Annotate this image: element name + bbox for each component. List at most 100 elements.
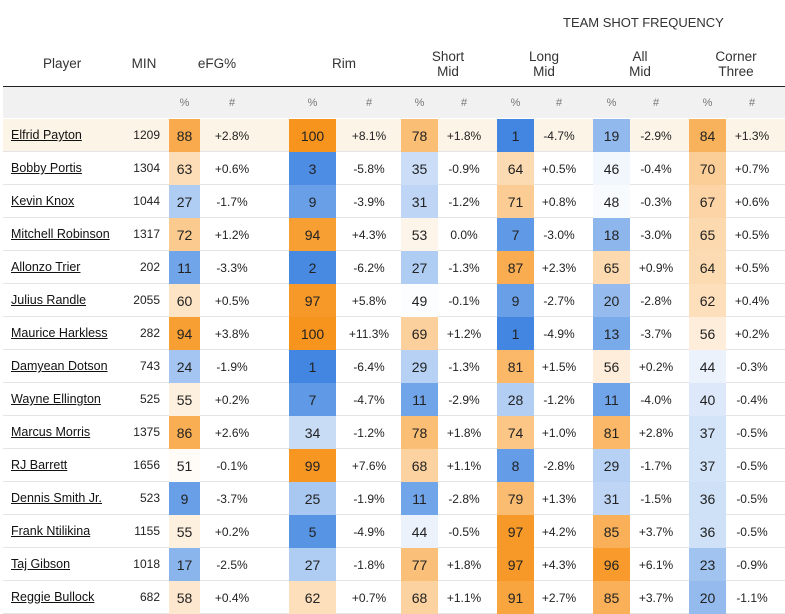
delta-value-sm: +1.2%: [446, 327, 482, 341]
player-name-link[interactable]: Allonzo Trier: [11, 260, 81, 274]
player-name-link[interactable]: Kevin Knox: [11, 194, 75, 208]
col-header-efg[interactable]: eFG%: [197, 56, 237, 71]
minutes-value: 525: [139, 392, 160, 406]
percentile-cell-rim: 25: [289, 482, 336, 515]
col-header-all-mid[interactable]: All Mid: [629, 49, 651, 79]
delta-value-rim: +8.1%: [351, 129, 387, 143]
delta-value-am: +6.1%: [638, 558, 674, 572]
player-name-link[interactable]: Dennis Smith Jr.: [11, 491, 103, 505]
delta-value-rim: +5.8%: [351, 294, 387, 308]
delta-value-ct: -0.4%: [736, 393, 768, 407]
delta-value-efg: +3.8%: [214, 327, 250, 341]
player-name-link[interactable]: Damyean Dotson: [11, 359, 108, 373]
player-name-link[interactable]: Mitchell Robinson: [11, 227, 110, 241]
percentile-cell-am: 81: [593, 416, 630, 449]
delta-value-rim: +4.3%: [351, 228, 387, 242]
delta-value-efg: +0.5%: [214, 294, 250, 308]
delta-value-efg: +0.4%: [214, 591, 250, 605]
delta-value-am: +0.9%: [638, 261, 674, 275]
delta-value-ct: +0.5%: [734, 261, 770, 275]
col-header-short-mid[interactable]: Short Mid: [431, 49, 465, 79]
delta-value-sm: -2.9%: [448, 393, 480, 407]
delta-value-am: -4.0%: [640, 393, 672, 407]
player-name-link[interactable]: Elfrid Payton: [11, 128, 82, 142]
delta-value-efg: +2.6%: [214, 426, 250, 440]
percentile-cell-sm: 29: [401, 350, 438, 383]
percentile-cell-efg: 94: [169, 317, 200, 350]
delta-value-am: +0.2%: [638, 360, 674, 374]
percentile-cell-sm: 53: [401, 218, 438, 251]
delta-value-lm: -2.8%: [543, 459, 575, 473]
percentile-cell-ct: 20: [689, 581, 726, 614]
percentile-cell-efg: 72: [169, 218, 200, 251]
delta-value-lm: -4.9%: [543, 327, 575, 341]
row-divider: [3, 283, 785, 284]
percentile-cell-sm: 69: [401, 317, 438, 350]
percentile-cell-am: 31: [593, 482, 630, 515]
delta-value-am: -0.3%: [640, 195, 672, 209]
delta-value-lm: -1.2%: [543, 393, 575, 407]
percentile-cell-ct: 70: [689, 152, 726, 185]
percentile-cell-efg: 51: [169, 449, 200, 482]
delta-value-rim: +0.7%: [351, 591, 387, 605]
player-name-link[interactable]: RJ Barrett: [11, 458, 68, 472]
minutes-value: 282: [139, 326, 160, 340]
percentile-cell-ct: 37: [689, 449, 726, 482]
percentile-cell-am: 11: [593, 383, 630, 416]
percentile-cell-am: 46: [593, 152, 630, 185]
percentile-cell-rim: 3: [289, 152, 336, 185]
delta-value-rim: -3.9%: [353, 195, 385, 209]
percentile-cell-sm: 11: [401, 482, 438, 515]
player-name-link[interactable]: Taj Gibson: [11, 557, 71, 571]
subheader-pct-ct: %: [702, 97, 713, 109]
delta-value-rim: -1.8%: [353, 558, 385, 572]
col-header-player[interactable]: Player: [43, 56, 82, 71]
player-name-link[interactable]: Maurice Harkless: [11, 326, 108, 340]
player-name-link[interactable]: Reggie Bullock: [11, 590, 95, 604]
player-name-link[interactable]: Marcus Morris: [11, 425, 91, 439]
row-divider: [3, 217, 785, 218]
col-header-long-mid[interactable]: Long Mid: [528, 49, 560, 79]
minutes-value: 1018: [133, 557, 160, 571]
percentile-cell-rim: 27: [289, 548, 336, 581]
percentile-cell-rim: 100: [289, 317, 336, 350]
percentile-cell-ct: 36: [689, 515, 726, 548]
delta-value-efg: +1.2%: [214, 228, 250, 242]
delta-value-efg: -1.7%: [216, 195, 248, 209]
percentile-cell-rim: 97: [289, 284, 336, 317]
percentile-cell-sm: 77: [401, 548, 438, 581]
delta-value-ct: -0.5%: [736, 426, 768, 440]
percentile-cell-ct: 23: [689, 548, 726, 581]
percentile-cell-rim: 2: [289, 251, 336, 284]
delta-value-lm: +0.5%: [541, 162, 577, 176]
percentile-cell-sm: 78: [401, 416, 438, 449]
player-name-link[interactable]: Bobby Portis: [11, 161, 82, 175]
delta-value-am: -2.8%: [640, 294, 672, 308]
percentile-cell-lm: 87: [497, 251, 534, 284]
delta-value-am: +2.8%: [638, 426, 674, 440]
delta-value-lm: -3.0%: [543, 228, 575, 242]
subheader-pct-am: %: [606, 97, 617, 109]
percentile-cell-ct: 44: [689, 350, 726, 383]
col-header-corner-three[interactable]: Corner Three: [715, 49, 757, 79]
minutes-value: 2055: [133, 293, 160, 307]
delta-value-sm: -1.2%: [448, 195, 480, 209]
delta-value-ct: +0.4%: [734, 294, 770, 308]
delta-value-sm: -0.5%: [448, 525, 480, 539]
minutes-value: 523: [139, 491, 160, 505]
percentile-cell-rim: 100: [289, 119, 336, 152]
subheader-num-am: #: [652, 97, 660, 109]
col-header-min[interactable]: MIN: [131, 56, 157, 71]
delta-value-sm: +1.8%: [446, 426, 482, 440]
delta-value-ct: +0.6%: [734, 195, 770, 209]
table-row[interactable]: [3, 119, 785, 152]
player-name-link[interactable]: Wayne Ellington: [11, 392, 101, 406]
player-name-link[interactable]: Julius Randle: [11, 293, 87, 307]
percentile-cell-am: 19: [593, 119, 630, 152]
delta-value-efg: +0.2%: [214, 393, 250, 407]
table-supertitle: TEAM SHOT FREQUENCY: [563, 15, 724, 30]
col-header-rim[interactable]: Rim: [332, 56, 356, 71]
delta-value-sm: 0.0%: [450, 228, 478, 242]
subheader-num-ct: #: [748, 97, 756, 109]
player-name-link[interactable]: Frank Ntilikina: [11, 524, 91, 538]
